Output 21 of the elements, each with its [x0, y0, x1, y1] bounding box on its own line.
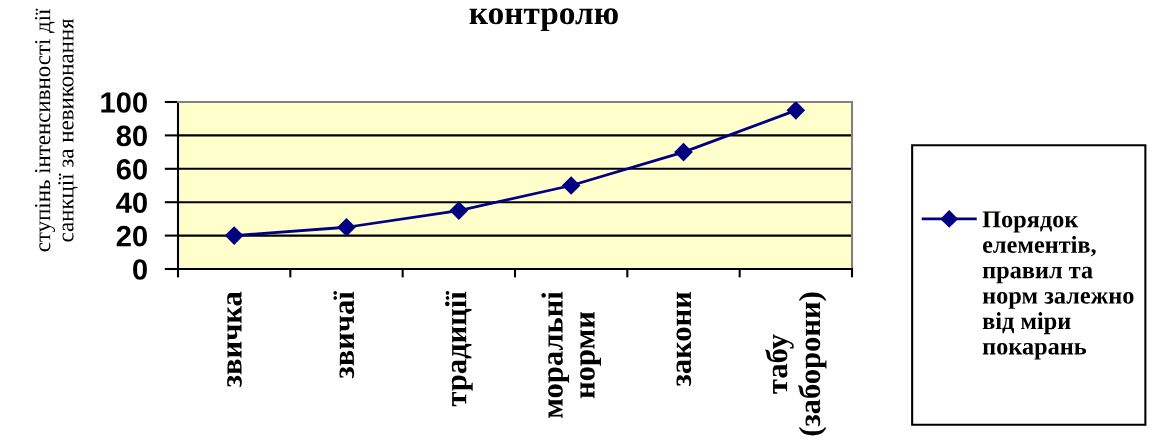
y-tick-label: 60 — [116, 159, 147, 180]
x-tick-label: звичка — [227, 291, 242, 387]
point — [337, 218, 356, 237]
x-tick-label: моральні норми — [541, 291, 601, 419]
y-tick-label: 80 — [116, 125, 147, 147]
y-tick-label: 20 — [116, 225, 147, 247]
y-tick-label: 0 — [133, 259, 147, 280]
x-tick-label: звичаї — [333, 291, 355, 379]
x-tick-label: традиції — [444, 291, 473, 407]
point — [449, 201, 468, 220]
chart-title: контролю — [469, 8, 618, 32]
y-axis-title: ступінь інтенсивності дії санкції за невиконання — [34, 8, 78, 252]
legend-label: Порядок елементів, правил та норм залежно від міри покарань — [982, 211, 1134, 360]
y-tick-label: 40 — [116, 192, 147, 214]
x-tick-label: закони — [676, 292, 692, 387]
point — [786, 102, 805, 120]
point — [562, 176, 581, 195]
y-tick-label: 100 — [101, 92, 147, 113]
x-tick-label: табу (заборони) — [765, 292, 827, 436]
point — [225, 226, 244, 245]
point — [674, 143, 693, 162]
